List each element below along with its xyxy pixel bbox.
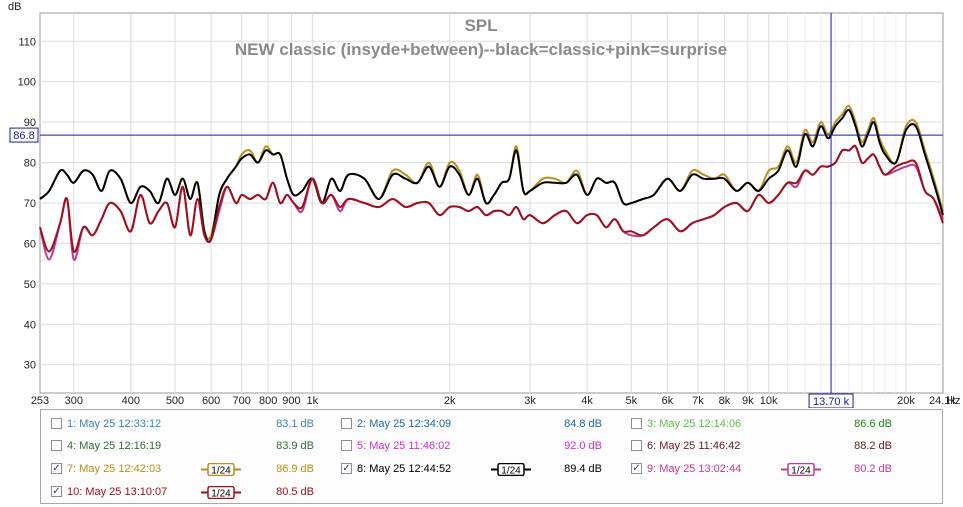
series-line-2 xyxy=(39,108,944,243)
legend-checkbox[interactable]: ✓ xyxy=(341,463,352,474)
y-tick-label: 30 xyxy=(24,360,36,372)
legend-checkbox[interactable] xyxy=(51,440,62,451)
x-axis-label: Hz xyxy=(947,395,960,407)
x-tick-label: 700 xyxy=(233,395,251,407)
smoothing-symbol-icon[interactable]: 1/24 xyxy=(201,486,241,499)
legend-value: 88.2 dB xyxy=(854,440,892,452)
y-axis-label: dB xyxy=(8,1,21,13)
series-layer xyxy=(39,104,944,261)
y-tick-label: 110 xyxy=(18,36,36,48)
legend-name: 6: May 25 11:46:42 xyxy=(647,440,741,452)
legend-item[interactable]: 6: May 25 11:46:42 88.2 dB xyxy=(631,437,921,455)
x-tick-label: 8k xyxy=(719,395,731,407)
legend-name: 3: May 25 12:14:06 xyxy=(647,418,742,430)
legend-name: 4: May 25 12:16:19 xyxy=(67,440,162,452)
legend-name: 8: May 25 12:44:52 xyxy=(357,463,452,475)
legend-checkbox[interactable] xyxy=(631,418,642,429)
cursor-layer: 86.8 13.70 k xyxy=(9,13,943,408)
legend-value: 80.5 dB xyxy=(276,486,314,498)
legend-value: 86.9 dB xyxy=(276,463,314,475)
legend-name: 9: May 25 13:02:44 xyxy=(647,463,742,475)
cursor-y-readout: 86.8 xyxy=(9,127,39,143)
x-tick-label: 900 xyxy=(282,395,300,407)
x-tick-label: 10k xyxy=(760,395,778,407)
legend-checkbox[interactable]: ✓ xyxy=(51,486,62,497)
y-tick-label: 90 xyxy=(24,117,36,129)
legend-checkbox[interactable] xyxy=(51,418,62,429)
legend-name: 5: May 25 11:46:02 xyxy=(357,440,451,452)
y-tick-label: 70 xyxy=(24,198,36,210)
x-tick-label: 6k xyxy=(662,395,674,407)
legend-item[interactable]: 2: May 25 12:34:09 84.8 dB xyxy=(341,415,631,433)
smoothing-symbol-text: 1/24 xyxy=(501,466,521,477)
legend-item[interactable]: ✓ 10: May 25 13:10:07 1/24 80.5 dB xyxy=(51,483,341,501)
smoothing-symbol-icon[interactable]: 1/24 xyxy=(781,463,821,476)
legend-value: 80.2 dB xyxy=(854,463,892,475)
legend-value: 92.0 dB xyxy=(564,440,602,452)
x-tick-label: 4k xyxy=(581,395,593,407)
legend-name: 1: May 25 12:33:12 xyxy=(67,418,162,430)
legend-value: 83.9 dB xyxy=(276,440,314,452)
cursor-x-readout: 13.70 k xyxy=(808,393,854,408)
y-tick-label: 100 xyxy=(18,77,36,89)
legend-value: 89.4 dB xyxy=(564,463,602,475)
legend-checkbox[interactable]: ✓ xyxy=(631,463,642,474)
legend-item[interactable]: 5: May 25 11:46:02 92.0 dB xyxy=(341,437,631,455)
smoothing-symbol-text: 1/24 xyxy=(211,466,231,477)
y-tick-label: 80 xyxy=(24,158,36,170)
y-tick-label: 60 xyxy=(24,238,36,250)
x-tick-label: 400 xyxy=(122,395,140,407)
legend-item[interactable]: ✓ 9: May 25 13:02:44 1/24 80.2 dB xyxy=(631,460,921,478)
y-tick-label: 40 xyxy=(24,319,36,331)
x-tick-label: 5k xyxy=(626,395,638,407)
chart-title: SPL xyxy=(464,16,497,35)
tick-labels: 30 40 50 60 70 80 90 100 110 253 300 400 500 600 700 80… xyxy=(18,36,957,407)
x-tick-label: 800 xyxy=(259,395,277,407)
smoothing-symbol-text: 1/24 xyxy=(211,489,231,500)
x-tick-label: 7k xyxy=(692,395,704,407)
x-tick-label: 20k xyxy=(897,395,915,407)
legend-item[interactable]: 1: May 25 12:33:12 83.1 dB xyxy=(51,415,341,433)
legend-name: 7: May 25 12:42:03 xyxy=(67,463,162,475)
series-line-4 xyxy=(39,144,944,253)
legend-item[interactable]: 4: May 25 12:16:19 83.9 dB xyxy=(51,437,341,455)
legend-value: 84.8 dB xyxy=(564,418,602,430)
legend-checkbox[interactable] xyxy=(341,418,352,429)
legend-value: 83.1 dB xyxy=(276,418,314,430)
cursor-x-value: 13.70 k xyxy=(813,396,850,408)
measurement-legend: 1: May 25 12:33:12 83.1 dB 2: May 25 12:34… xyxy=(40,409,943,504)
x-tick-label: 1k xyxy=(307,395,319,407)
legend-name: 10: May 25 13:10:07 xyxy=(67,486,168,498)
x-tick-label: 9k xyxy=(742,395,754,407)
x-tick-label: 3k xyxy=(524,395,536,407)
cursor-y-value: 86.8 xyxy=(13,130,34,142)
legend-value: 86.6 dB xyxy=(854,418,892,430)
legend-name: 2: May 25 12:34:09 xyxy=(357,418,452,430)
legend-item[interactable]: 3: May 25 12:14:06 86.6 dB xyxy=(631,415,921,433)
x-tick-label: 24.1k xyxy=(929,395,956,407)
cursor-x-box xyxy=(808,393,854,408)
chart-subtitle: NEW classic (insyde+between)--black=clas… xyxy=(235,40,727,59)
x-tick-label: 500 xyxy=(166,395,184,407)
legend-item[interactable]: ✓ 7: May 25 12:42:03 1/24 86.9 dB xyxy=(51,460,341,478)
smoothing-symbol-text: 1/24 xyxy=(791,466,811,477)
x-tick-label: 600 xyxy=(202,395,220,407)
spl-chart[interactable]: 86.8 13.70 k 30 40 50 60 70 80 90 100 110 253 300 40… xyxy=(0,0,963,408)
y-tick-label: 50 xyxy=(24,279,36,291)
x-tick-label: 300 xyxy=(65,395,83,407)
x-tick-label: 253 xyxy=(31,395,49,407)
x-tick-label: 2k xyxy=(444,395,456,407)
legend-checkbox[interactable]: ✓ xyxy=(51,463,62,474)
legend-checkbox[interactable] xyxy=(341,440,352,451)
smoothing-symbol-icon[interactable]: 1/24 xyxy=(491,463,531,476)
legend-item[interactable]: ✓ 8: May 25 12:44:52 1/24 89.4 dB xyxy=(341,460,631,478)
legend-checkbox[interactable] xyxy=(631,440,642,451)
cursor-y-box xyxy=(9,127,39,143)
smoothing-symbol-icon[interactable]: 1/24 xyxy=(201,463,241,476)
